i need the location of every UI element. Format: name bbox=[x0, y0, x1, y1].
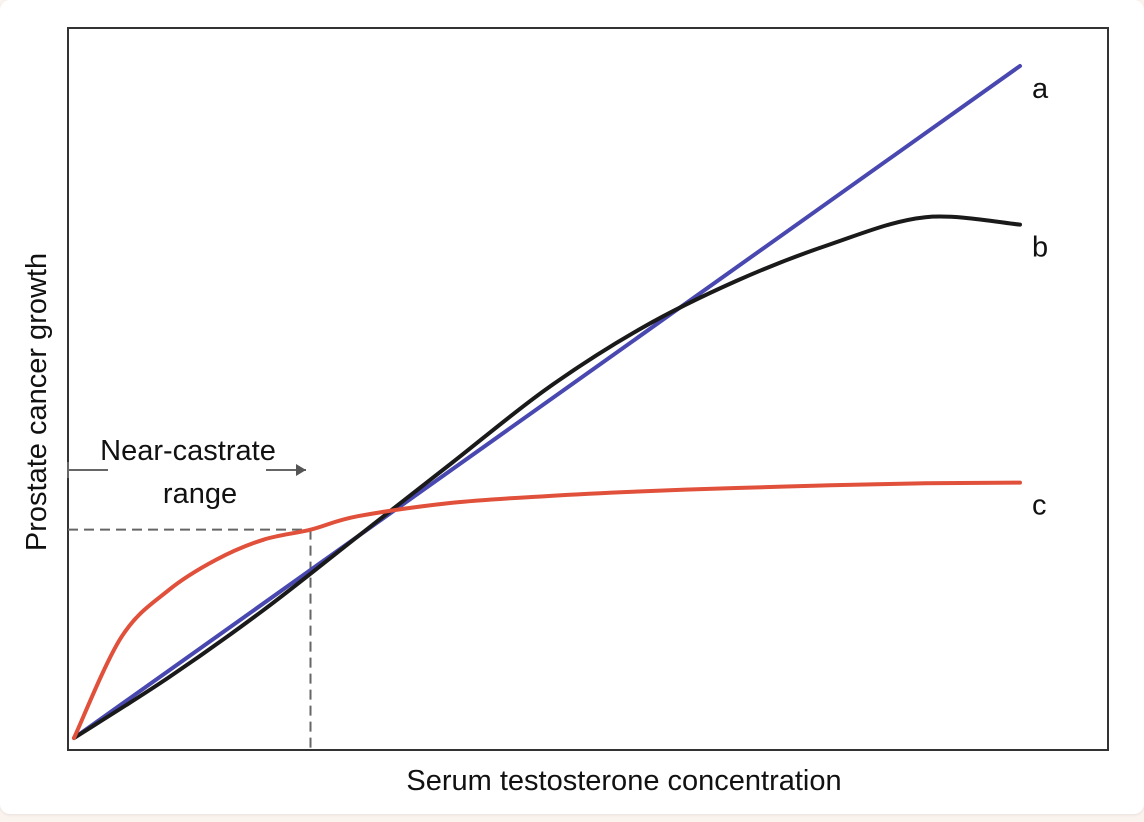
plot-frame bbox=[67, 27, 1109, 751]
y-axis-label: Prostate cancer growth bbox=[21, 253, 53, 551]
series-layer bbox=[72, 64, 1022, 740]
series-line-b bbox=[72, 214, 1022, 740]
labels-layer: a b c bbox=[1032, 73, 1049, 522]
near-castrate-label: Near-castrate bbox=[100, 435, 276, 467]
series-label-c: c bbox=[1032, 490, 1047, 522]
series-line-c bbox=[72, 480, 1022, 740]
range-arrow-right-head bbox=[296, 464, 306, 476]
range-label: range bbox=[163, 478, 237, 510]
threshold-guides bbox=[68, 528, 312, 750]
near-castrate-annotation: Near-castrate range bbox=[67, 435, 306, 510]
series-label-a: a bbox=[1032, 73, 1049, 105]
x-axis-label: Serum testosterone concentration bbox=[406, 765, 841, 797]
series-label-b: b bbox=[1032, 232, 1048, 264]
series-line-a bbox=[72, 64, 1022, 740]
